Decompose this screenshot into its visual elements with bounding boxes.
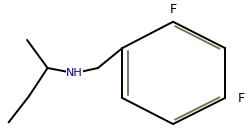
- Text: F: F: [169, 3, 176, 16]
- Text: NH: NH: [66, 68, 83, 78]
- Text: F: F: [237, 92, 244, 105]
